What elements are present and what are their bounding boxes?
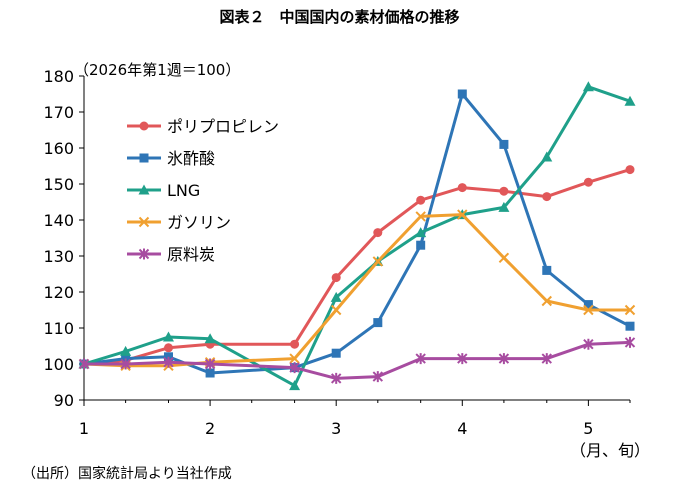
x-tick-label: 2	[205, 419, 215, 438]
x-tick-label: 5	[583, 419, 593, 438]
data-point	[372, 371, 384, 383]
series-line	[83, 213, 630, 368]
legend-label: LNG	[167, 181, 200, 200]
data-point	[416, 195, 426, 205]
data-point	[583, 338, 594, 350]
legend-item: ガソリン	[127, 213, 231, 232]
legend-item: 原料炭	[127, 245, 215, 264]
data-point	[331, 273, 341, 283]
legend-label: 原料炭	[167, 245, 215, 264]
legend-item: LNG	[127, 181, 200, 200]
data-point	[289, 380, 301, 391]
data-point	[541, 353, 552, 365]
data-point	[138, 248, 150, 260]
data-point	[582, 81, 594, 92]
data-point	[457, 353, 468, 365]
data-point	[373, 228, 383, 238]
data-point	[625, 165, 635, 175]
data-point	[120, 345, 132, 356]
data-point	[163, 356, 174, 368]
series-0	[79, 165, 635, 369]
data-point	[372, 256, 384, 267]
x-tick-label: 4	[457, 419, 467, 438]
series-line	[83, 92, 631, 375]
data-point	[499, 186, 509, 196]
y-tick-label: 110	[43, 319, 74, 338]
y-tick-label: 180	[43, 67, 74, 86]
data-point	[204, 333, 216, 344]
y-tick-label: 90	[54, 391, 74, 410]
data-point	[138, 184, 150, 195]
legend-label: ポリプロピレン	[167, 117, 279, 136]
data-point	[138, 216, 150, 228]
data-point	[415, 353, 426, 365]
data-point	[624, 95, 636, 106]
source-note: （出所）国家統計局より当社作成	[22, 465, 232, 482]
series-4	[78, 336, 636, 384]
x-tick-label: 3	[331, 419, 341, 438]
data-point	[542, 265, 552, 275]
data-point	[542, 192, 552, 202]
data-point	[457, 183, 467, 193]
index-base-note: （2026年第1週＝100）	[74, 61, 240, 79]
y-tick-label: 120	[43, 283, 74, 302]
data-point	[290, 339, 300, 349]
legend-item: 氷酢酸	[127, 149, 215, 168]
data-point	[457, 209, 468, 220]
data-point	[583, 300, 593, 310]
data-point	[331, 348, 341, 358]
data-point	[625, 321, 635, 331]
y-tick-label: 130	[43, 247, 74, 266]
data-point	[541, 151, 553, 162]
series-2	[78, 81, 636, 391]
data-point	[330, 304, 342, 316]
data-point	[330, 372, 342, 384]
axes: 90 100 110 120 130 140 150 160 170 180 1 2 3 4 5	[43, 67, 631, 438]
data-point	[163, 343, 173, 353]
y-tick-label: 100	[43, 355, 74, 374]
legend-label: ガソリン	[167, 213, 231, 232]
data-point	[499, 139, 509, 149]
data-point	[583, 304, 594, 316]
data-point	[289, 353, 300, 364]
y-tick-label: 150	[43, 175, 74, 194]
data-point	[78, 358, 90, 370]
data-point	[139, 121, 149, 131]
data-point	[583, 177, 593, 187]
data-point	[415, 227, 427, 238]
data-point	[289, 362, 300, 374]
data-point	[416, 240, 426, 250]
data-point	[457, 89, 467, 99]
legend-item: ポリプロピレン	[127, 117, 279, 136]
data-point	[330, 291, 342, 302]
series-lines	[78, 81, 636, 391]
x-tick-label: 1	[79, 419, 89, 438]
y-tick-label: 140	[43, 211, 74, 230]
data-point	[139, 153, 149, 163]
data-point	[498, 201, 510, 212]
data-point	[162, 331, 174, 342]
series-3	[78, 209, 636, 372]
data-point	[415, 211, 426, 222]
data-point	[624, 304, 636, 316]
data-point	[541, 295, 552, 307]
y-tick-label: 170	[43, 103, 74, 122]
data-point	[205, 368, 215, 378]
x-unit-label: （月、旬）	[570, 441, 650, 460]
data-point	[373, 318, 383, 328]
data-point	[498, 353, 510, 365]
data-point	[498, 252, 510, 264]
legend-label: 氷酢酸	[167, 149, 215, 168]
data-point	[120, 358, 131, 370]
data-point	[624, 336, 636, 348]
data-point	[204, 358, 216, 370]
y-tick-label: 160	[43, 139, 74, 158]
series-1	[79, 89, 635, 378]
chart-title: 図表２ 中国国内の素材価格の推移	[219, 8, 460, 26]
